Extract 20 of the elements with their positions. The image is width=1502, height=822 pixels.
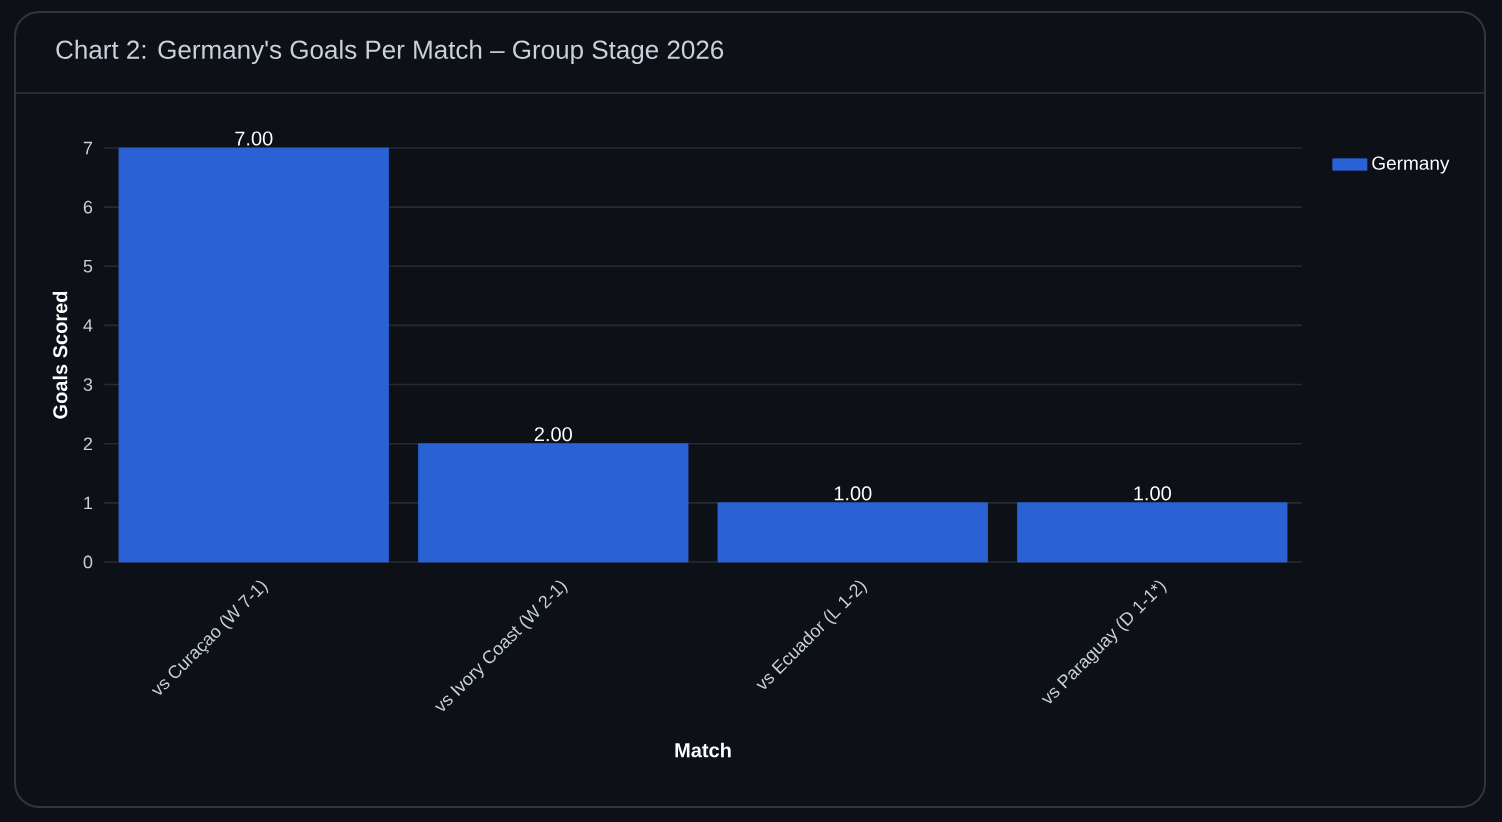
y-tick-label: 4 [83,319,93,332]
data-label: 1.00 [1134,486,1171,501]
y-tick-label: 2 [83,437,93,450]
bar [418,443,689,563]
y-tick-label: 3 [83,378,93,391]
chart-title: Chart 2: Germany's Goals Per Match – Group Stage 2026 [56,39,724,65]
y-tick-label: 6 [83,200,93,214]
data-label: 7.00 [235,131,273,146]
y-tick-label: 1 [84,496,93,510]
bar [1017,502,1288,563]
y-axis-title: Goals Scored [52,291,68,419]
bar [118,147,389,563]
x-axis-title: Match [675,742,731,758]
bar [717,502,988,563]
y-tick-label: 7 [83,141,93,155]
y-tick-label: 0 [83,555,93,569]
data-label: 2.00 [534,427,572,442]
legend-label: Germany [1372,156,1450,174]
data-label: 1.00 [834,486,872,501]
y-tick-label: 5 [83,260,93,273]
